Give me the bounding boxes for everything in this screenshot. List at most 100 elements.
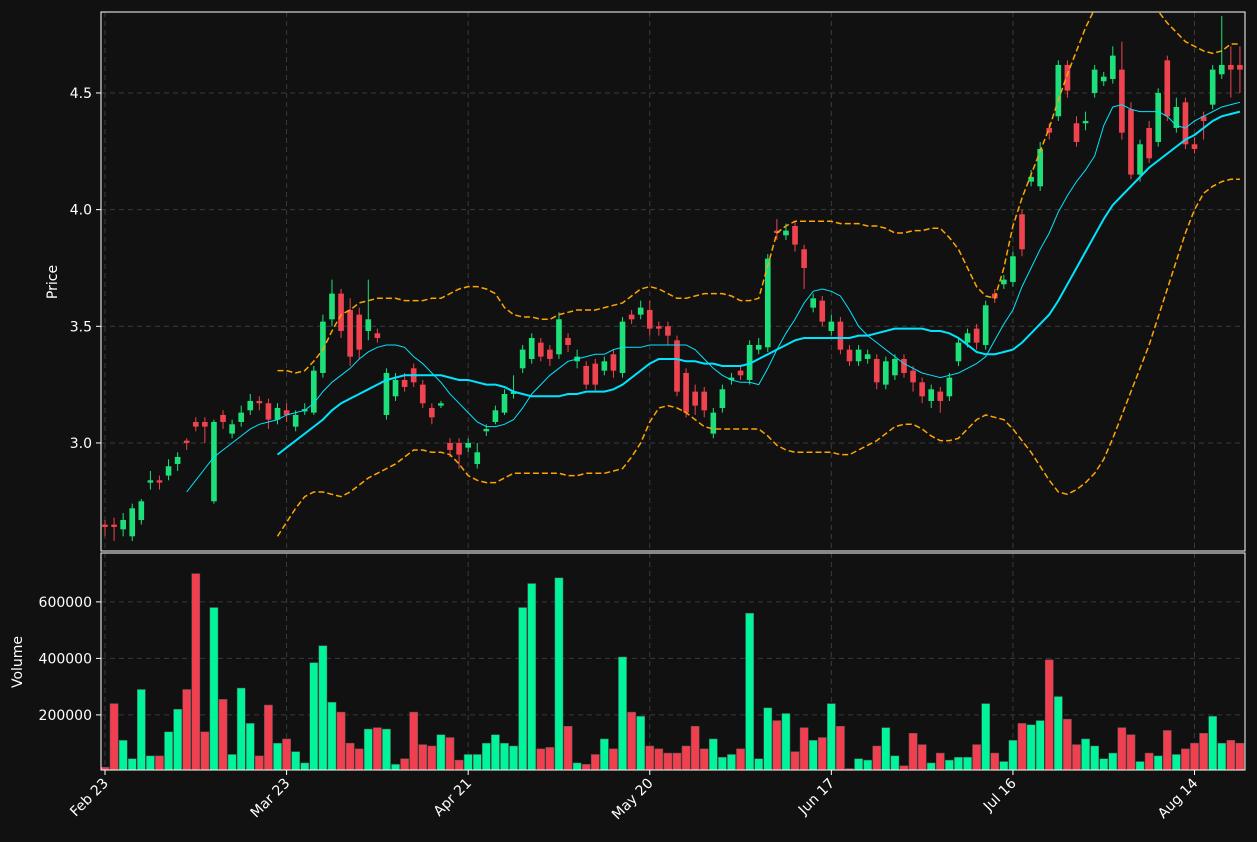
volume-bar — [300, 762, 310, 770]
volume-bar — [745, 612, 754, 770]
candle-body — [1037, 148, 1043, 187]
y-tick-label: 600000 — [39, 595, 92, 611]
volume-bar — [908, 733, 918, 770]
candle-body — [810, 298, 816, 308]
candle-body — [692, 391, 698, 406]
candle-body — [220, 414, 226, 422]
candle-body — [819, 300, 826, 322]
candle-body — [429, 407, 435, 418]
volume-bar — [545, 747, 555, 770]
candle-body — [1019, 214, 1025, 250]
candle-body — [737, 370, 744, 376]
price-plot — [102, 12, 1243, 541]
candle-body — [1209, 69, 1216, 105]
volume-bar — [1026, 724, 1036, 770]
candle-body — [946, 377, 953, 397]
candle-body — [202, 421, 208, 427]
candle-body — [465, 442, 471, 448]
candle-body — [846, 349, 853, 362]
candle-body — [1119, 69, 1125, 133]
candle-body — [1146, 127, 1152, 159]
candle-body — [547, 349, 553, 359]
volume-bar — [1090, 745, 1099, 770]
volume-bar — [209, 607, 219, 770]
volume-bar — [391, 764, 400, 770]
candle-body — [1200, 116, 1207, 121]
volume-bar — [917, 744, 927, 770]
candle-body — [256, 400, 263, 404]
volume-bar — [191, 573, 201, 770]
candle-body — [728, 377, 735, 380]
candle-body — [392, 379, 399, 397]
grid — [101, 12, 1245, 770]
candle-body — [610, 354, 617, 371]
candle-body — [592, 363, 599, 385]
volume-bar — [1172, 754, 1181, 770]
volume-bar — [681, 745, 691, 770]
candle-body — [665, 326, 671, 336]
volume-bar — [1017, 723, 1027, 770]
y-tick-label: 200000 — [39, 708, 92, 724]
candle-body — [311, 370, 317, 413]
volume-bar — [255, 755, 264, 770]
candle-body — [601, 361, 608, 371]
volume-bar — [972, 744, 981, 770]
volume-bar — [954, 757, 963, 770]
volume-bar — [463, 754, 473, 770]
volume-bar — [935, 752, 945, 770]
candle-body — [111, 524, 117, 527]
volume-bar — [101, 766, 110, 770]
volume-bar — [554, 577, 564, 770]
candle-body — [646, 309, 653, 329]
candle-body — [1001, 279, 1007, 285]
volume-bar — [945, 759, 954, 770]
candle-body — [283, 410, 290, 415]
volume-bar — [699, 748, 709, 770]
candle-body — [774, 230, 780, 233]
candle-body — [1155, 92, 1162, 142]
volume-bar — [1126, 734, 1136, 770]
volume-bar — [1181, 748, 1190, 770]
volume-bar — [382, 728, 391, 770]
volume-axis-label: Volume — [10, 636, 26, 688]
volume-bar — [926, 762, 936, 770]
candle-body — [1109, 55, 1116, 79]
candle-body — [1100, 76, 1107, 82]
candle-body — [719, 389, 726, 408]
volume-bar — [999, 761, 1009, 770]
candle-body — [1091, 69, 1098, 93]
volume-bar — [645, 745, 655, 770]
volume-bar — [164, 731, 173, 770]
candle-body — [1218, 64, 1225, 75]
volume-bar — [1053, 696, 1063, 770]
volume-bar — [727, 754, 736, 770]
candle-body — [365, 319, 372, 331]
volume-bar — [990, 752, 1000, 770]
candle-body — [1046, 127, 1053, 133]
candle-body — [1055, 64, 1062, 117]
volume-bar — [963, 757, 972, 770]
candle-body — [165, 466, 172, 476]
x-tick-label: Jul 16 — [980, 775, 1020, 815]
volume-bar — [1208, 716, 1218, 770]
candle-body — [556, 319, 562, 355]
volume-bar — [1217, 742, 1227, 770]
candle-body — [873, 358, 880, 383]
candle-body — [419, 384, 426, 404]
volume-bar — [200, 731, 210, 770]
volume-bar — [881, 727, 891, 770]
candle-body — [338, 293, 344, 331]
volume-bar — [327, 701, 337, 770]
candle-body — [701, 391, 708, 411]
volume-bar — [491, 734, 500, 770]
volume-bar — [500, 742, 509, 770]
candle-body — [211, 421, 217, 502]
volume-bar — [1144, 752, 1154, 770]
volume-bar — [173, 709, 182, 770]
volume-bar — [836, 725, 845, 770]
volume-bar — [1226, 740, 1236, 770]
volume-bar — [590, 754, 600, 770]
candle-body — [910, 370, 916, 383]
candle-body — [656, 326, 662, 329]
